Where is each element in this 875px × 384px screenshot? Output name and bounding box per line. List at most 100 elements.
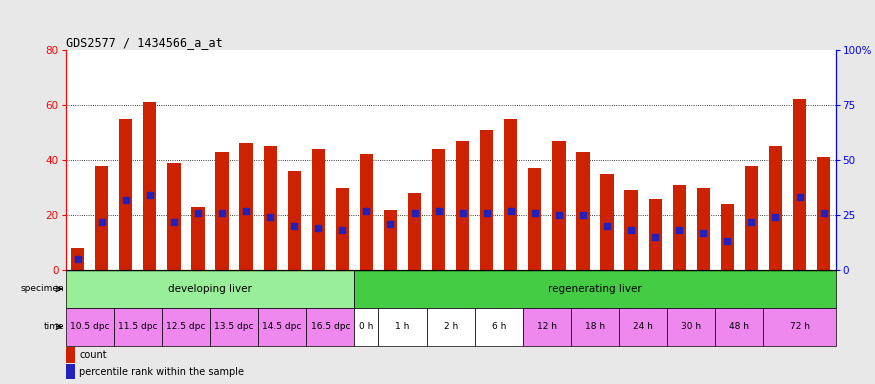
Bar (620, 308, 668, 346)
Bar (306, 308, 354, 346)
Text: 2 h: 2 h (444, 322, 458, 331)
Bar (144, 102, 157, 270)
Point (720, 238, 734, 245)
Bar (456, 141, 469, 270)
Point (672, 227, 686, 233)
Bar (528, 168, 542, 270)
Bar (577, 152, 590, 270)
Bar (192, 207, 205, 270)
Bar (66, 347, 75, 363)
Point (312, 225, 326, 231)
Bar (721, 204, 734, 270)
Bar (66, 270, 354, 308)
Point (215, 210, 229, 216)
Point (600, 223, 614, 229)
Bar (432, 149, 445, 270)
Point (360, 208, 374, 214)
Point (648, 234, 662, 240)
Bar (384, 210, 397, 270)
Text: 12 h: 12 h (537, 322, 556, 331)
Text: 10.5 dpc: 10.5 dpc (70, 322, 109, 331)
Bar (504, 119, 517, 270)
Point (745, 218, 759, 225)
Point (552, 212, 566, 218)
Bar (571, 308, 620, 346)
Point (119, 197, 133, 203)
Text: 13.5 dpc: 13.5 dpc (214, 322, 254, 331)
Text: 30 h: 30 h (682, 322, 702, 331)
Bar (119, 119, 132, 270)
Bar (336, 187, 349, 270)
Bar (240, 144, 253, 270)
Text: percentile rank within the sample: percentile rank within the sample (80, 367, 244, 377)
Bar (648, 199, 662, 270)
Point (816, 210, 830, 216)
Text: 6 h: 6 h (492, 322, 506, 331)
Bar (668, 308, 716, 346)
Point (576, 212, 590, 218)
Bar (95, 166, 108, 270)
Text: 24 h: 24 h (634, 322, 653, 331)
Text: 72 h: 72 h (789, 322, 809, 331)
Bar (480, 130, 494, 270)
Bar (354, 308, 379, 346)
Point (431, 208, 445, 214)
Point (143, 192, 157, 198)
Bar (600, 174, 613, 270)
Text: 11.5 dpc: 11.5 dpc (118, 322, 158, 331)
Bar (763, 308, 836, 346)
Text: regenerating liver: regenerating liver (548, 284, 642, 294)
Point (456, 210, 470, 216)
Bar (312, 149, 325, 270)
Bar (162, 308, 210, 346)
Text: developing liver: developing liver (168, 284, 252, 294)
Bar (817, 157, 830, 270)
Bar (215, 152, 228, 270)
Text: time: time (44, 322, 65, 331)
Bar (427, 308, 475, 346)
Text: 14.5 dpc: 14.5 dpc (262, 322, 302, 331)
Bar (288, 171, 301, 270)
Bar (258, 308, 306, 346)
Point (71, 256, 85, 262)
Bar (263, 146, 276, 270)
Bar (769, 146, 782, 270)
Point (383, 221, 397, 227)
Bar (114, 308, 162, 346)
Point (335, 227, 349, 233)
Bar (625, 190, 638, 270)
Point (504, 208, 518, 214)
Point (768, 214, 782, 220)
Point (191, 210, 205, 216)
Bar (475, 308, 523, 346)
Point (528, 210, 542, 216)
Bar (360, 154, 373, 270)
Point (624, 227, 638, 233)
Point (239, 208, 253, 214)
Text: 48 h: 48 h (730, 322, 749, 331)
Text: 12.5 dpc: 12.5 dpc (166, 322, 206, 331)
Text: GDS2577 / 1434566_a_at: GDS2577 / 1434566_a_at (66, 36, 222, 49)
Bar (793, 99, 806, 270)
Bar (745, 166, 758, 270)
Bar (379, 308, 427, 346)
Bar (354, 270, 836, 308)
Point (94, 218, 108, 225)
Bar (716, 308, 763, 346)
Point (167, 218, 181, 225)
Bar (696, 187, 710, 270)
Point (408, 210, 422, 216)
Point (263, 214, 277, 220)
Bar (167, 163, 180, 270)
Point (793, 194, 807, 200)
Bar (523, 308, 571, 346)
Bar (673, 185, 686, 270)
Text: specimen: specimen (21, 285, 65, 293)
Text: 18 h: 18 h (585, 322, 605, 331)
Bar (71, 248, 84, 270)
Text: 1 h: 1 h (396, 322, 410, 331)
Point (287, 223, 301, 229)
Bar (66, 364, 75, 379)
Bar (552, 141, 565, 270)
Bar (408, 193, 421, 270)
